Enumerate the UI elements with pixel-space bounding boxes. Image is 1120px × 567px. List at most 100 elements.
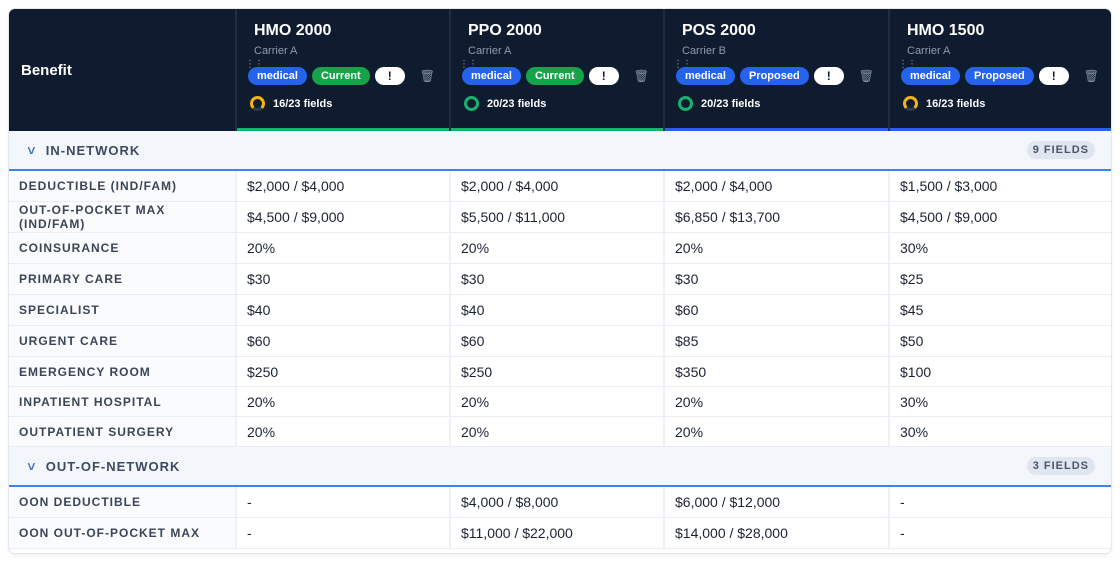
benefit-value[interactable]: $4,500 / $9,000	[888, 202, 1111, 232]
benefit-value[interactable]: 20%	[663, 387, 888, 416]
table-row: PRIMARY CARE $30 $30 $30 $25	[9, 264, 1111, 295]
plan-name: HMO 2000	[254, 22, 332, 39]
benefit-value[interactable]: $2,000 / $4,000	[449, 171, 663, 201]
warning-badge[interactable]: !	[588, 67, 619, 85]
drag-handle-icon[interactable]: ⋮⋮	[673, 59, 692, 70]
plan-chips: medical Proposed ! 🗑	[901, 67, 1099, 85]
trash-icon[interactable]: 🗑	[858, 69, 874, 83]
plan-header-ppo-2000[interactable]: PPO 2000 Carrier A ⋮⋮ medical Current ! …	[449, 9, 663, 131]
plan-header-pos-2000[interactable]: POS 2000 Carrier B ⋮⋮ medical Proposed !…	[663, 9, 888, 131]
benefit-value[interactable]: $100	[888, 357, 1111, 386]
benefit-value[interactable]: $30	[235, 264, 449, 294]
benefit-value[interactable]: $6,850 / $13,700	[663, 202, 888, 232]
benefit-value[interactable]: -	[235, 518, 449, 548]
benefit-label: PRIMARY CARE	[9, 264, 235, 294]
benefit-value[interactable]: 20%	[235, 233, 449, 263]
plan-chips: medical Current ! 🗑	[248, 67, 435, 85]
benefit-value[interactable]: 20%	[663, 233, 888, 263]
benefit-value[interactable]: $2,000 / $4,000	[235, 171, 449, 201]
benefit-value[interactable]: 20%	[235, 417, 449, 446]
table-row: OUT-OF-POCKET MAX (IND/FAM) $4,500 / $9,0…	[9, 202, 1111, 233]
benefit-value[interactable]: $30	[663, 264, 888, 294]
trash-icon[interactable]: 🗑	[419, 69, 435, 83]
benefit-value[interactable]: $11,000 / $22,000	[449, 518, 663, 548]
section-in-network[interactable]: ∨ IN-NETWORK 9 FIELDS	[9, 131, 1111, 171]
benefit-value[interactable]: $85	[663, 326, 888, 356]
section-out-of-network[interactable]: ∨ OUT-OF-NETWORK 3 FIELDS	[9, 447, 1111, 487]
benefit-value[interactable]: $40	[235, 295, 449, 325]
section-title: IN-NETWORK	[45, 142, 141, 158]
benefit-value[interactable]: 20%	[449, 417, 663, 446]
in-network-rows: DEDUCTIBLE (IND/FAM) $2,000 / $4,000 $2,00…	[9, 171, 1111, 447]
plan-type-badge: medical	[248, 67, 307, 85]
benefit-value[interactable]: $4,000 / $8,000	[449, 487, 663, 517]
benefit-value[interactable]: 30%	[888, 417, 1111, 446]
plan-status-badge: Current	[311, 67, 370, 85]
plan-header-hmo-2000[interactable]: HMO 2000 Carrier A ⋮⋮ medical Current ! …	[235, 9, 449, 131]
section-field-count: 3 FIELDS	[1026, 457, 1095, 475]
section-header: ∨ OUT-OF-NETWORK	[25, 459, 180, 474]
benefit-value[interactable]: $50	[888, 326, 1111, 356]
benefit-label: COINSURANCE	[9, 233, 235, 263]
benefit-value[interactable]: 20%	[663, 417, 888, 446]
plan-progress: 20/23 fields	[464, 96, 546, 111]
benefit-value[interactable]: $60	[235, 326, 449, 356]
benefit-label: OUT-OF-POCKET MAX (IND/FAM)	[9, 202, 235, 232]
progress-ring-icon	[464, 96, 479, 111]
benefit-value[interactable]: $45	[888, 295, 1111, 325]
plan-carrier: Carrier A	[907, 45, 951, 57]
benefit-value[interactable]: $25	[888, 264, 1111, 294]
warning-badge[interactable]: !	[374, 67, 405, 85]
benefit-value[interactable]: -	[888, 487, 1111, 517]
plan-progress: 20/23 fields	[678, 96, 760, 111]
benefit-value[interactable]: 20%	[449, 387, 663, 416]
table-row: OON DEDUCTIBLE - $4,000 / $8,000 $6,000 / $…	[9, 487, 1111, 518]
plan-carrier: Carrier A	[468, 45, 512, 57]
table-row: DEDUCTIBLE (IND/FAM) $2,000 / $4,000 $2,00…	[9, 171, 1111, 202]
benefit-value[interactable]: $250	[235, 357, 449, 386]
benefit-value[interactable]: $30	[449, 264, 663, 294]
benefit-value[interactable]: $60	[449, 326, 663, 356]
progress-text: 16/23 fields	[926, 97, 986, 110]
benefit-value[interactable]: $5,500 / $11,000	[449, 202, 663, 232]
benefit-value[interactable]: $4,500 / $9,000	[235, 202, 449, 232]
benefit-value[interactable]: 20%	[449, 233, 663, 263]
plan-header-hmo-1500[interactable]: HMO 1500 Carrier A ⋮⋮ medical Proposed !…	[888, 9, 1111, 131]
progress-text: 16/23 fields	[273, 97, 333, 110]
benefit-value[interactable]: $2,000 / $4,000	[663, 171, 888, 201]
trash-icon[interactable]: 🗑	[633, 69, 649, 83]
plan-carrier: Carrier A	[254, 45, 298, 57]
drag-handle-icon[interactable]: ⋮⋮	[459, 59, 478, 70]
benefit-value[interactable]: $350	[663, 357, 888, 386]
benefit-value[interactable]: $1,500 / $3,000	[888, 171, 1111, 201]
benefit-value[interactable]: $6,000 / $12,000	[663, 487, 888, 517]
benefit-value[interactable]: $40	[449, 295, 663, 325]
benefit-value[interactable]: $250	[449, 357, 663, 386]
benefit-value[interactable]: -	[888, 518, 1111, 548]
progress-ring-icon	[678, 96, 693, 111]
drag-handle-icon[interactable]: ⋮⋮	[245, 59, 264, 70]
benefit-value[interactable]: 30%	[888, 233, 1111, 263]
chevron-down-icon[interactable]: ∨	[25, 459, 38, 473]
table-row: OUTPATIENT SURGERY 20% 20% 20% 30%	[9, 417, 1111, 447]
trash-icon[interactable]: 🗑	[1083, 69, 1099, 83]
table-row: COINSURANCE 20% 20% 20% 30%	[9, 233, 1111, 264]
benefit-column-header: Benefit	[9, 9, 235, 131]
chevron-down-icon[interactable]: ∨	[25, 143, 38, 157]
benefit-value[interactable]: $14,000 / $28,000	[663, 518, 888, 548]
benefit-value[interactable]: $60	[663, 295, 888, 325]
benefit-label: OON OUT-OF-POCKET MAX	[9, 518, 235, 548]
plan-chips: medical Current ! 🗑	[462, 67, 649, 85]
drag-handle-icon[interactable]: ⋮⋮	[898, 59, 917, 70]
benefit-value[interactable]: 30%	[888, 387, 1111, 416]
plan-status-bar	[890, 128, 1111, 131]
plan-progress: 16/23 fields	[250, 96, 332, 111]
progress-text: 20/23 fields	[701, 97, 761, 110]
warning-badge[interactable]: !	[813, 67, 844, 85]
plan-carrier: Carrier B	[682, 45, 727, 57]
section-header: ∨ IN-NETWORK	[25, 142, 141, 158]
warning-badge[interactable]: !	[1038, 67, 1069, 85]
benefit-value[interactable]: 20%	[235, 387, 449, 416]
progress-text: 20/23 fields	[487, 97, 547, 110]
benefit-value[interactable]: -	[235, 487, 449, 517]
